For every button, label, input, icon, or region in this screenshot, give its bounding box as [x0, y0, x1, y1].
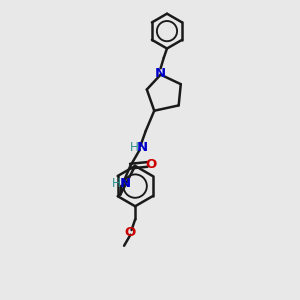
Text: O: O — [125, 226, 136, 239]
Text: N: N — [155, 67, 166, 80]
Text: H: H — [112, 177, 121, 190]
Text: H: H — [129, 141, 138, 154]
Text: O: O — [146, 158, 157, 171]
Text: N: N — [137, 141, 148, 154]
Text: N: N — [120, 177, 131, 190]
